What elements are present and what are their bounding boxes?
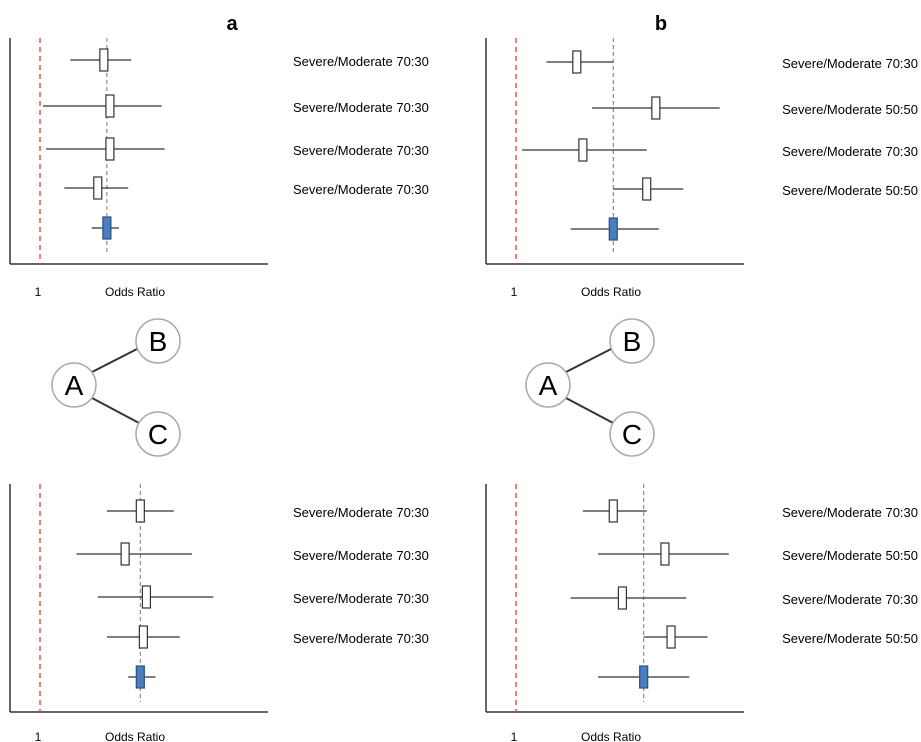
study-label: Severe/Moderate 70:30 [782,56,918,71]
panel-label-a: a [226,13,238,35]
study-estimate-box [99,48,109,72]
network-diagram-b: A B C [525,318,655,457]
study-estimate-box [105,94,115,118]
study-estimate-box [642,177,652,201]
network-node-label-c: C [148,419,168,450]
study-estimate-box [135,499,145,523]
study-label: Severe/Moderate 70:30 [293,548,429,563]
network-edge-a-c [565,397,616,425]
study-estimate-box [120,542,130,566]
pooled-estimate-box [608,217,618,241]
network-diagram-a: A B C [51,318,181,457]
network-node-b [135,318,181,364]
study-estimate-box [666,625,676,649]
study-label: Severe/Moderate 70:30 [293,631,429,646]
network-node-label-a: A [65,370,84,401]
network-node-label-b: B [623,326,642,357]
study-estimate-box [608,499,618,523]
network-node-label-c: C [622,419,642,450]
study-label: Severe/Moderate 50:50 [782,183,918,198]
study-estimate-box [93,176,103,200]
network-edge-a-b [565,346,616,373]
forest-plot-b-bottom: Severe/Moderate 70:30 Severe/Moderate 50:… [485,484,918,742]
study-estimate-box [141,585,151,609]
x-axis-title: Odds Ratio [105,730,165,742]
study-estimate-box [617,586,628,610]
pooled-estimate-box [639,665,649,689]
x-tick-label: 1 [511,730,518,742]
study-estimate-box [578,138,588,162]
study-label: Severe/Moderate 50:50 [782,548,918,563]
network-node-label-a: A [539,370,558,401]
x-tick-label: 1 [511,285,518,299]
pooled-estimate-box [135,665,145,689]
pooled-estimate-box [102,216,112,240]
study-label: Severe/Moderate 50:50 [782,631,918,646]
x-axis-title: Odds Ratio [581,730,641,742]
study-estimate-box [105,137,115,161]
network-edge-a-b [91,346,142,373]
network-node-c [609,411,655,457]
study-label: Severe/Moderate 70:30 [782,505,918,520]
network-node-a [525,362,571,408]
study-label: Severe/Moderate 70:30 [293,54,429,69]
network-node-a [51,362,97,408]
study-label: Severe/Moderate 70:30 [782,144,918,159]
study-estimate-box [651,96,661,120]
study-estimate-box [138,625,148,649]
x-axis-title: Odds Ratio [581,285,641,299]
study-estimate-box [660,542,670,566]
study-label: Severe/Moderate 70:30 [293,143,429,158]
x-axis-title: Odds Ratio [105,285,165,299]
network-node-c [135,411,181,457]
study-label: Severe/Moderate 70:30 [293,182,429,197]
network-node-b [609,318,655,364]
forest-plot-a-top: Severe/Moderate 70:30 Severe/Moderate 70:… [9,38,429,299]
study-label: Severe/Moderate 70:30 [293,100,429,115]
study-label: Severe/Moderate 70:30 [293,505,429,520]
forest-plot-a-bottom: Severe/Moderate 70:30 Severe/Moderate 70:… [9,484,429,742]
network-edge-a-c [91,397,142,425]
forest-plot-b-top: Severe/Moderate 70:30 Severe/Moderate 50:… [485,38,918,299]
x-tick-label: 1 [35,285,42,299]
study-label: Severe/Moderate 70:30 [782,592,918,607]
x-tick-label: 1 [35,730,42,742]
network-node-label-b: B [149,326,168,357]
study-estimate-box [572,50,582,74]
study-label: Severe/Moderate 70:30 [293,591,429,606]
panel-label-b: b [655,13,667,35]
study-label: Severe/Moderate 50:50 [782,102,918,117]
